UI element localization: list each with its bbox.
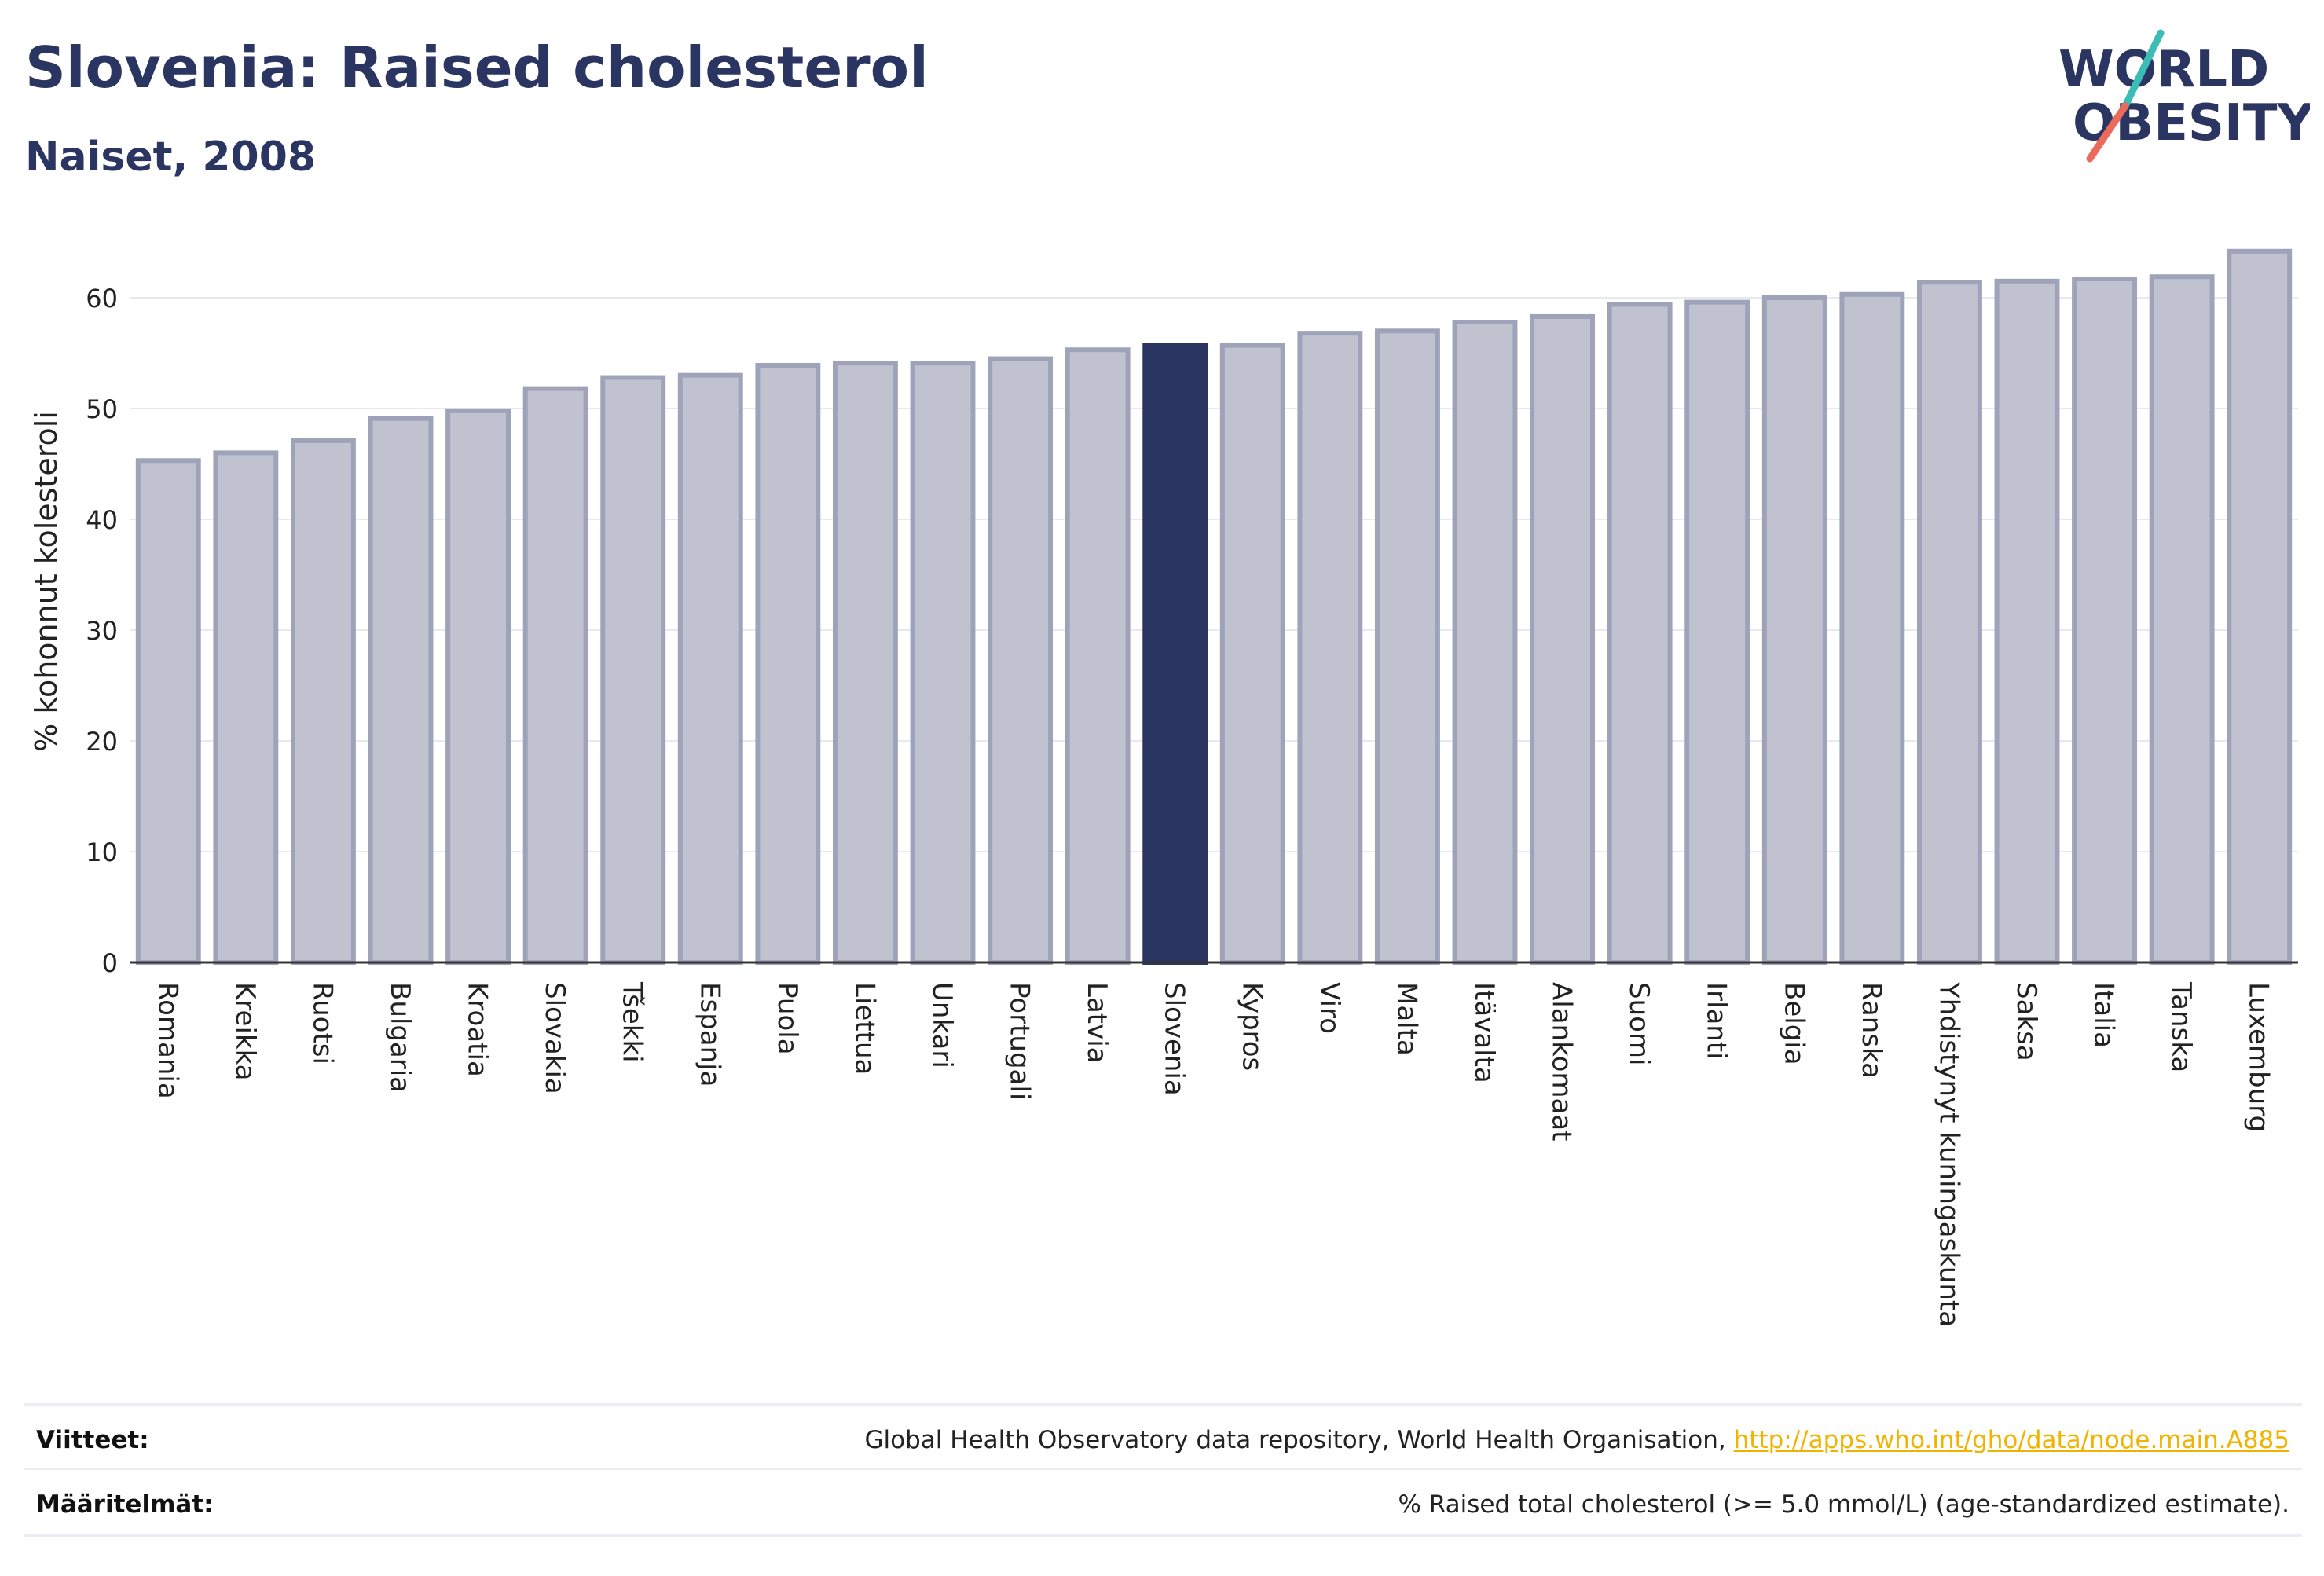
y-tick-label: 0 [102, 948, 118, 978]
x-tick-label: Luxemburg [2243, 982, 2275, 1132]
x-tick-label: Malta [1391, 982, 1422, 1056]
x-tick-label: Alankomaat [1546, 982, 1578, 1142]
bar-ruotsi [290, 438, 356, 965]
x-tick-label: Portugali [1004, 982, 1036, 1100]
bars [135, 248, 2293, 966]
x-tick-label: Liettua [849, 982, 880, 1075]
bar-tšekki [600, 375, 666, 965]
bar-chart: 0 10 20 30 40 50 60 Romania Kreikka Ruotsi Bulgar… [29, 248, 2298, 1327]
chart-subtitle: Naiset, 2008 [25, 134, 317, 181]
x-tick-label: Ruotsi [306, 982, 338, 1065]
bar-latvia [1065, 347, 1131, 965]
y-tick-label: 20 [86, 727, 118, 757]
x-tick-label: Espanja [694, 982, 725, 1087]
x-tick-label: Viro [1314, 982, 1345, 1034]
x-tick-label: Romania [152, 982, 183, 1099]
x-tick-label: Tanska [2165, 981, 2197, 1072]
x-tick-label: Puola [772, 982, 803, 1055]
bar-italia [2072, 277, 2138, 965]
bar-yhdistynyt-kuningaskunta [1916, 280, 1982, 965]
bar-tanska [2149, 274, 2215, 965]
x-tick-label: Irlanti [1701, 982, 1732, 1060]
bar-puola [755, 363, 821, 965]
bar-suomi [1607, 302, 1673, 965]
x-tick-label: Tšekki [617, 981, 648, 1063]
bar-saksa [1994, 278, 2060, 966]
definitions-label: Määritelmät: [36, 1490, 214, 1519]
definitions-text: % Raised total cholesterol (>= 5.0 mmol/… [1398, 1490, 2289, 1519]
bar-luxemburg [2227, 248, 2293, 965]
x-tick-label: Kroatia [462, 982, 493, 1077]
y-axis-label: % kohonnut kolesteroli [29, 411, 64, 752]
bar-viro [1297, 331, 1363, 965]
sources-label: Viitteet: [36, 1426, 149, 1454]
x-tick-label: Itävalta [1468, 982, 1500, 1083]
logo-slash-teal [2121, 29, 2165, 110]
sources-link[interactable]: http://apps.who.int/gho/data/node.main.A… [1733, 1426, 2289, 1454]
x-tick-label: Latvia [1081, 982, 1113, 1064]
x-tick-label: Yhdistynyt kuningaskunta [1933, 981, 1964, 1327]
y-tick-label: 10 [86, 837, 118, 867]
y-tick-label: 50 [86, 394, 118, 424]
x-tick-label: Belgia [1778, 982, 1809, 1065]
definitions-row: Määritelmät: % Raised total cholesterol … [24, 1468, 2302, 1537]
x-tick-label: Ranska [1856, 982, 1887, 1079]
y-tick-label: 60 [86, 284, 118, 313]
bar-irlanti [1684, 299, 1750, 965]
x-tick-label: Slovakia [539, 982, 570, 1094]
bar-itävalta [1452, 320, 1518, 965]
x-tick-label: Kypros [1236, 982, 1267, 1071]
y-axis-ticks: 0 10 20 30 40 50 60 [86, 284, 118, 978]
y-tick-label: 30 [86, 616, 118, 646]
x-tick-label: Italia [2088, 982, 2120, 1048]
x-tick-label: Unkari [926, 982, 958, 1068]
x-tick-label: Bulgaria [384, 982, 416, 1093]
logo-line1: WORLD [2058, 41, 2269, 99]
chart-title: Slovenia: Raised cholesterol [25, 35, 929, 101]
x-tick-label: Suomi [1623, 982, 1655, 1066]
bar-espanja [677, 372, 743, 965]
world-obesity-logo: WORLD OBESITY [2058, 29, 2310, 163]
bar-malta [1374, 328, 1440, 965]
y-tick-label: 40 [86, 505, 118, 535]
bar-liettua [832, 361, 898, 965]
logo-slash-coral [2086, 102, 2129, 163]
bar-kroatia [445, 408, 511, 965]
bar-alankomaat [1530, 313, 1596, 966]
sources-text: Global Health Observatory data repositor… [864, 1426, 1726, 1454]
bar-slovenia [1142, 343, 1208, 965]
bar-portugali [988, 356, 1054, 965]
bar-romania [135, 458, 201, 965]
x-tick-label: Slovenia [1159, 982, 1190, 1096]
bar-bulgaria [368, 416, 434, 965]
sources-text-wrap: Global Health Observatory data repositor… [865, 1426, 2289, 1454]
sources-row: Viitteet: Global Health Observatory data… [24, 1403, 2302, 1470]
bar-slovakia [522, 386, 588, 965]
bar-belgia [1761, 295, 1827, 965]
bar-ranska [1839, 291, 1905, 965]
bar-unkari [910, 361, 976, 965]
bar-kypros [1219, 343, 1285, 965]
x-tick-label: Kreikka [229, 982, 261, 1081]
x-tick-label: Saksa [2011, 982, 2042, 1061]
bar-kreikka [213, 450, 279, 965]
x-axis-labels: Romania Kreikka Ruotsi Bulgaria Kroatia Slova… [152, 981, 2274, 1327]
